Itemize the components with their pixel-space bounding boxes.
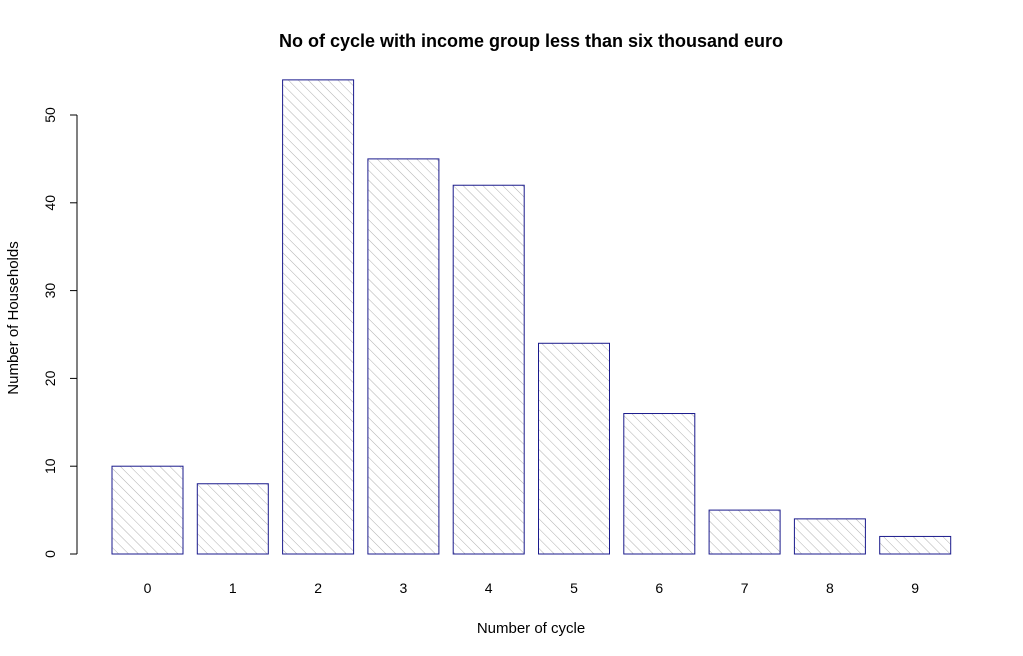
chart-title: No of cycle with income group less than … (279, 31, 783, 51)
x-axis-label: Number of cycle (477, 620, 585, 637)
bar-3 (367, 158, 440, 555)
bar-6 (623, 413, 696, 555)
y-tick-label-30: 30 (42, 283, 58, 299)
bar-8 (793, 518, 866, 555)
y-axis-label: Number of Households (5, 241, 22, 394)
x-tick-label-7: 7 (741, 580, 749, 596)
x-tick-label-0: 0 (144, 580, 152, 596)
x-tick-label-3: 3 (400, 580, 408, 596)
x-tick-label-9: 9 (911, 580, 919, 596)
bar-9 (879, 535, 952, 555)
x-tick-labels: 0 1 2 3 4 5 6 7 8 9 (144, 580, 920, 596)
bar-0 (111, 465, 184, 555)
y-axis: 0 10 20 30 40 50 (42, 107, 78, 558)
x-tick-label-5: 5 (570, 580, 578, 596)
x-tick-label-6: 6 (655, 580, 663, 596)
y-tick-label-0: 0 (42, 550, 58, 558)
y-tick-label-10: 10 (42, 458, 58, 474)
bar-5 (538, 342, 610, 555)
bar-1 (196, 483, 269, 555)
y-tick-label-40: 40 (42, 195, 58, 211)
y-tick-label-20: 20 (42, 370, 58, 386)
bar-7 (708, 509, 781, 555)
bar-2 (282, 79, 355, 555)
x-tick-label-1: 1 (229, 580, 237, 596)
x-tick-label-4: 4 (485, 580, 493, 596)
bars-group (111, 79, 952, 555)
x-tick-label-8: 8 (826, 580, 834, 596)
y-tick-label-50: 50 (42, 107, 58, 123)
bar-4 (452, 184, 525, 555)
x-tick-label-2: 2 (314, 580, 322, 596)
